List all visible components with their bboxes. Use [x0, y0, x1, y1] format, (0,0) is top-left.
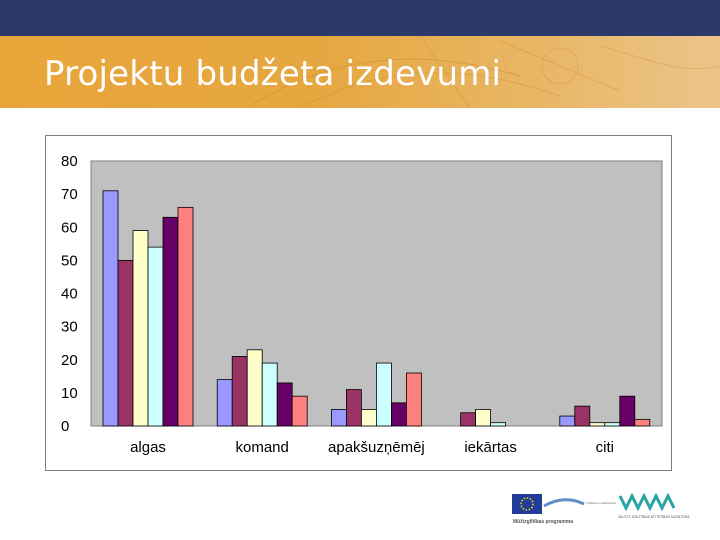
y-tick-label: 20	[61, 352, 78, 369]
bar-komand-series-5	[276, 382, 293, 427]
bar-algas-series-4	[147, 246, 164, 427]
bar-apakšuzņēmēj-series-1	[330, 409, 347, 427]
bar-apakšuzņēmēj-series-2	[345, 389, 362, 427]
agency-logo-caption: VALSTS IZGLĪTĪBAS ATTĪSTĪBAS AĢENTŪRA	[618, 515, 690, 519]
decorative-sketch-background	[249, 36, 720, 108]
x-tick-label: komand	[236, 439, 289, 456]
eu-logo-tagline: Izglītība un kultūra DG	[586, 501, 617, 505]
eu-flag-icon	[512, 494, 542, 514]
bar-iekārtas-series-4	[490, 422, 507, 427]
bar-apakšuzņēmēj-series-4	[375, 362, 392, 427]
logos-svg: Izglītība un kultūra DG Mūžizglītības pr…	[512, 492, 690, 525]
bar-citi-series-2	[574, 405, 591, 427]
bar-komand-series-6	[291, 395, 308, 427]
y-tick-label: 40	[61, 286, 78, 303]
x-tick-label: algas	[130, 439, 166, 456]
bar-apakšuzņēmēj-series-5	[390, 402, 407, 427]
bar-komand-series-1	[216, 379, 233, 427]
bar-chart: 0 10 20 30 40 50 60 70 80 algas komand apakšuzņēmēj…	[61, 153, 663, 456]
bar-iekārtas-series-2	[460, 412, 477, 427]
lifelong-learning-swoosh-icon	[543, 498, 585, 508]
bar-komand-series-4	[261, 362, 278, 427]
bar-citi-series-6	[634, 418, 651, 427]
x-tick-label: apakšuzņēmēj	[328, 439, 425, 456]
bar-algas-series-3	[132, 230, 149, 427]
x-tick-label: citi	[596, 439, 614, 456]
eu-logo-caption: Mūžizglītības programma	[513, 519, 573, 525]
bar-komand-series-2	[231, 356, 248, 427]
header-top-band	[0, 0, 720, 36]
bar-iekārtas-series-3	[475, 409, 492, 427]
bar-apakšuzņēmēj-series-3	[360, 409, 377, 427]
agency-logo-icon	[618, 492, 676, 512]
bar-citi-series-3	[589, 422, 606, 427]
y-tick-label: 0	[61, 418, 69, 435]
bar-algas-series-5	[162, 216, 179, 427]
y-tick-label: 10	[61, 385, 78, 402]
title-band	[0, 36, 720, 108]
bar-citi-series-4	[604, 422, 621, 427]
y-tick-label: 80	[61, 153, 78, 170]
bar-citi-series-5	[619, 395, 636, 427]
y-tick-label: 30	[61, 319, 78, 336]
y-tick-label: 70	[61, 186, 78, 203]
bar-apakšuzņēmēj-series-6	[405, 372, 422, 427]
bar-algas-series-2	[117, 259, 134, 427]
x-tick-label: iekārtas	[464, 439, 517, 456]
footer-logos: Izglītība un kultūra DG Mūžizglītības pr…	[508, 488, 708, 528]
y-tick-label: 50	[61, 252, 78, 269]
y-tick-label: 60	[61, 219, 78, 236]
bar-algas-series-1	[102, 190, 119, 427]
slide-title: Projektu budžeta izdevumi	[44, 54, 502, 94]
bar-algas-series-6	[177, 206, 194, 427]
bar-komand-series-3	[246, 349, 263, 427]
chart-frame: 0 10 20 30 40 50 60 70 80 algas komand apakšuzņēmēj…	[45, 135, 672, 471]
bar-citi-series-1	[559, 415, 576, 427]
